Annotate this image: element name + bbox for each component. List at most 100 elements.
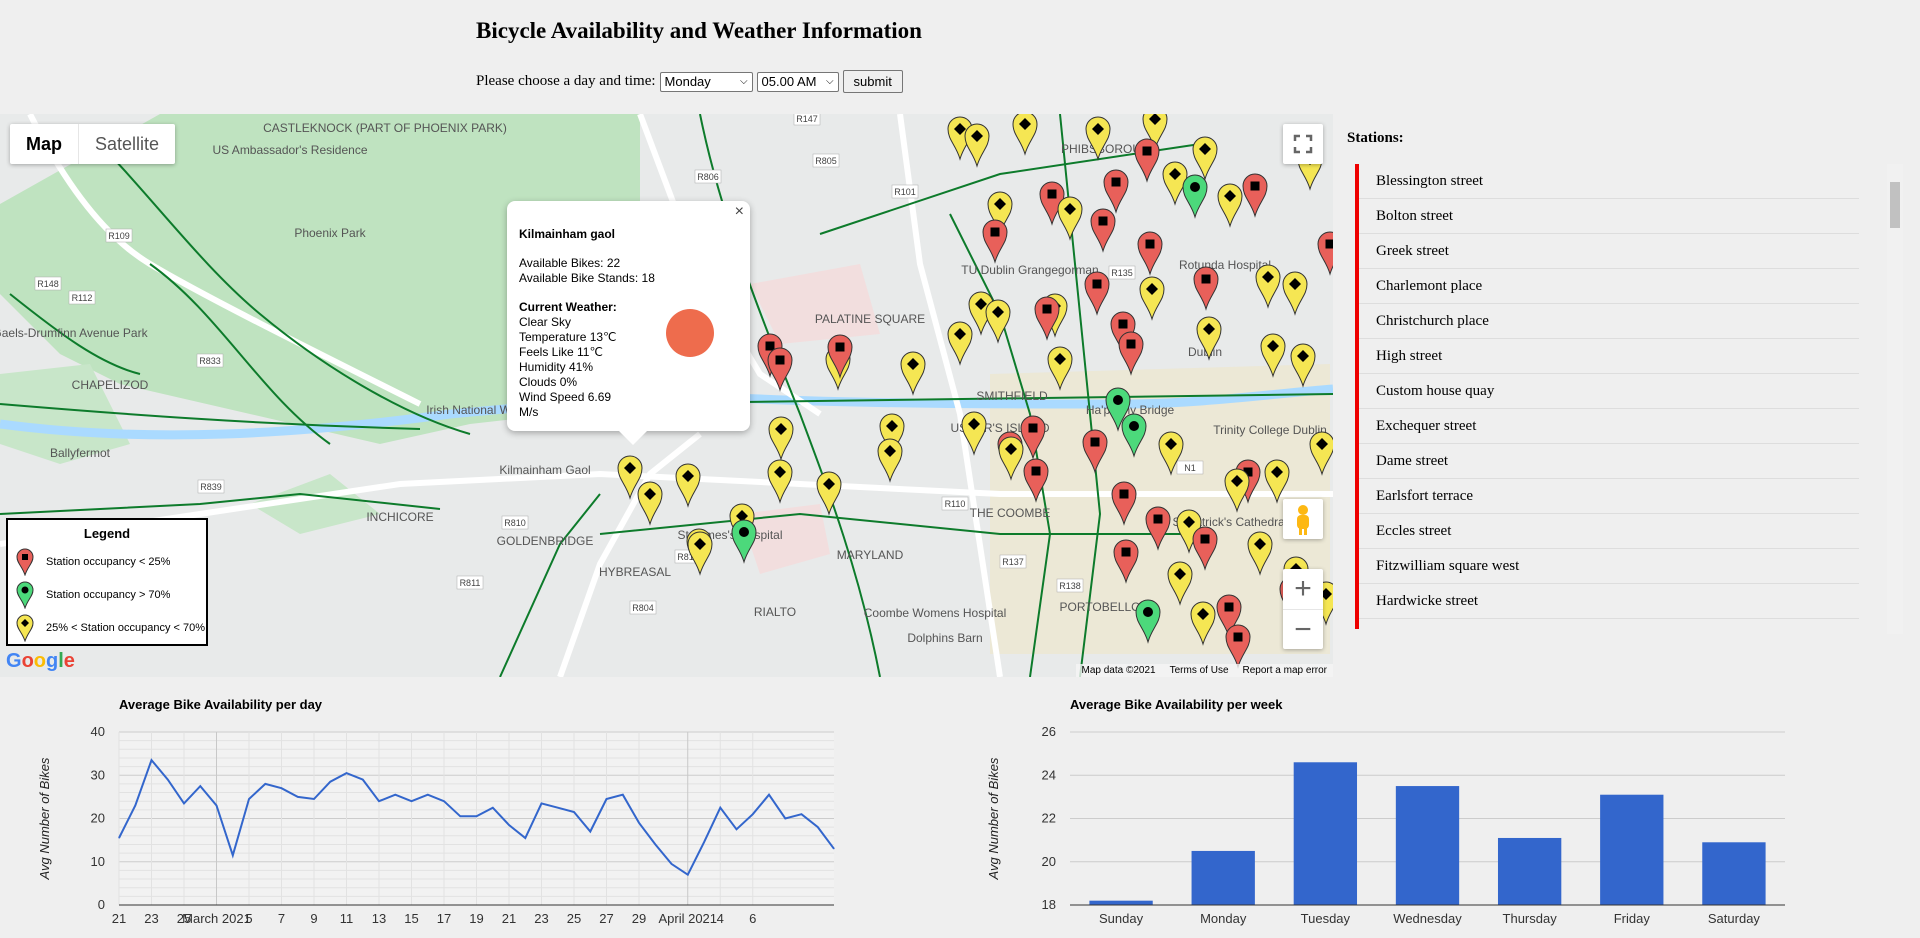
map-place-label: MARYLAND (837, 548, 904, 562)
bar (1396, 786, 1459, 905)
data-point (411, 801, 412, 802)
page-scrollbar[interactable] (1887, 164, 1903, 634)
map-place-label: HYBREASAL (599, 565, 671, 579)
data-point (297, 796, 298, 797)
info-wind-speed: Wind Speed 6.69 (519, 390, 738, 405)
bar (1600, 795, 1663, 905)
road-label: R810 (504, 518, 526, 528)
x-tick-label: 21 (112, 911, 126, 926)
data-point (736, 829, 737, 830)
bar (1192, 851, 1255, 905)
station-list-item[interactable]: Custom house quay (1359, 374, 1859, 409)
station-list-item[interactable]: Eccles street (1359, 514, 1859, 549)
road-label: R110 (945, 499, 966, 509)
bar-chart-svg: 1820222426Sunday Monday Tuesday Wednesday Th… (970, 690, 1800, 938)
station-list-item[interactable]: Charlemont place (1359, 269, 1859, 304)
data-point (622, 794, 623, 795)
y-tick-label: 30 (91, 767, 105, 782)
data-point (769, 794, 770, 795)
road-label: R138 (1059, 581, 1081, 591)
map-place-label: INCHICORE (366, 510, 433, 524)
map-type-satellite-button[interactable]: Satellite (78, 124, 175, 164)
data-point (444, 801, 445, 802)
x-tick-label: 29 (632, 911, 646, 926)
data-point (151, 760, 152, 761)
data-point (655, 844, 656, 845)
map-place-label: Ballyfermot (50, 446, 111, 460)
station-list-item[interactable]: Christchurch place (1359, 304, 1859, 339)
zoom-control: + − (1283, 569, 1323, 649)
station-list-item[interactable]: Greek street (1359, 234, 1859, 269)
legend-label: Station occupancy < 25% (46, 556, 170, 568)
scrollbar-thumb[interactable] (1890, 182, 1900, 228)
station-list-item[interactable]: Dame street (1359, 444, 1859, 479)
x-tick-label: April 2021 (658, 911, 717, 926)
report-map-error-link[interactable]: Report a map error (1243, 665, 1327, 676)
close-icon[interactable]: × (735, 203, 744, 221)
data-point (574, 812, 575, 813)
station-list-item[interactable]: Earlsfort terrace (1359, 479, 1859, 514)
map[interactable]: CASTLEKNOCK (PART OF PHOENIX PARK) US Amb… (0, 114, 1333, 677)
data-point (232, 855, 233, 856)
station-list-item[interactable]: Bolton street (1359, 199, 1859, 234)
map-place-label: Rotunda Hospital (1179, 258, 1271, 272)
data-point (167, 779, 168, 780)
map-place-label: SMITHFIELD (976, 389, 1048, 403)
stations-heading: Stations: (1347, 130, 1897, 147)
daily-availability-chart: Average Bike Availability per day 0 10 20 3… (20, 690, 850, 938)
data-point (135, 805, 136, 806)
data-point (557, 807, 558, 808)
legend-label: 25% < Station occupancy < 70% (46, 622, 205, 634)
info-station-name: Kilmainham gaol (519, 227, 738, 242)
weather-sun-icon (666, 309, 714, 357)
submit-button[interactable]: submit (843, 70, 903, 93)
fullscreen-icon (1283, 124, 1323, 164)
road-label: R148 (37, 279, 59, 289)
data-point (687, 874, 688, 875)
data-point (720, 807, 721, 808)
terms-of-use-link[interactable]: Terms of Use (1170, 665, 1229, 676)
data-point (492, 807, 493, 808)
data-point (476, 816, 477, 817)
fullscreen-button[interactable] (1283, 124, 1323, 164)
map-type-map-button[interactable]: Map (10, 124, 78, 164)
map-type-control: Map Satellite (10, 124, 175, 164)
road-label: N1 (1184, 463, 1196, 473)
data-point (362, 779, 363, 780)
legend-label: Station occupancy > 70% (46, 589, 170, 601)
map-place-label: PORTOBELLO (1060, 600, 1141, 614)
road-label: R109 (108, 231, 130, 241)
street-view-pegman-button[interactable] (1283, 499, 1323, 539)
data-point (184, 803, 185, 804)
map-place-label: Kilmainham Gaol (499, 463, 590, 477)
x-tick-label: Sunday (1099, 911, 1144, 926)
zoom-in-button[interactable]: + (1283, 569, 1323, 609)
stations-list[interactable]: Blessington street Bolton street Greek str… (1355, 164, 1859, 629)
data-point (379, 801, 380, 802)
station-list-item[interactable]: High street (1359, 339, 1859, 374)
map-place-label: Dolphins Barn (907, 631, 982, 645)
map-place-label: TU Dublin Grangegorman (961, 263, 1098, 277)
data-point (346, 773, 347, 774)
data-point (119, 837, 120, 838)
zoom-out-button[interactable]: − (1283, 609, 1323, 650)
time-select[interactable]: 05.00 AM ⌵ (757, 72, 839, 92)
station-list-item[interactable]: Blessington street (1359, 164, 1859, 199)
x-tick-label: 7 (278, 911, 285, 926)
station-list-item[interactable]: Fitzwilliam square west (1359, 549, 1859, 584)
bar (1089, 901, 1152, 905)
y-tick-label: 26 (1042, 724, 1056, 739)
legend-item: 25% < Station occupancy < 70% (8, 611, 206, 644)
map-place-label: PALATINE SQUARE (815, 312, 925, 326)
data-point (590, 831, 591, 832)
station-list-item[interactable]: Exchequer street (1359, 409, 1859, 444)
station-list-item[interactable]: Hardwicke street (1359, 584, 1859, 619)
day-select-value: Monday (665, 74, 711, 89)
road-label: R101 (894, 187, 916, 197)
data-point (249, 799, 250, 800)
x-tick-label: 13 (372, 911, 386, 926)
day-select[interactable]: Monday ⌵ (660, 72, 753, 92)
x-tick-label: 11 (340, 911, 354, 926)
data-point (509, 824, 510, 825)
road-label: R135 (1111, 268, 1133, 278)
